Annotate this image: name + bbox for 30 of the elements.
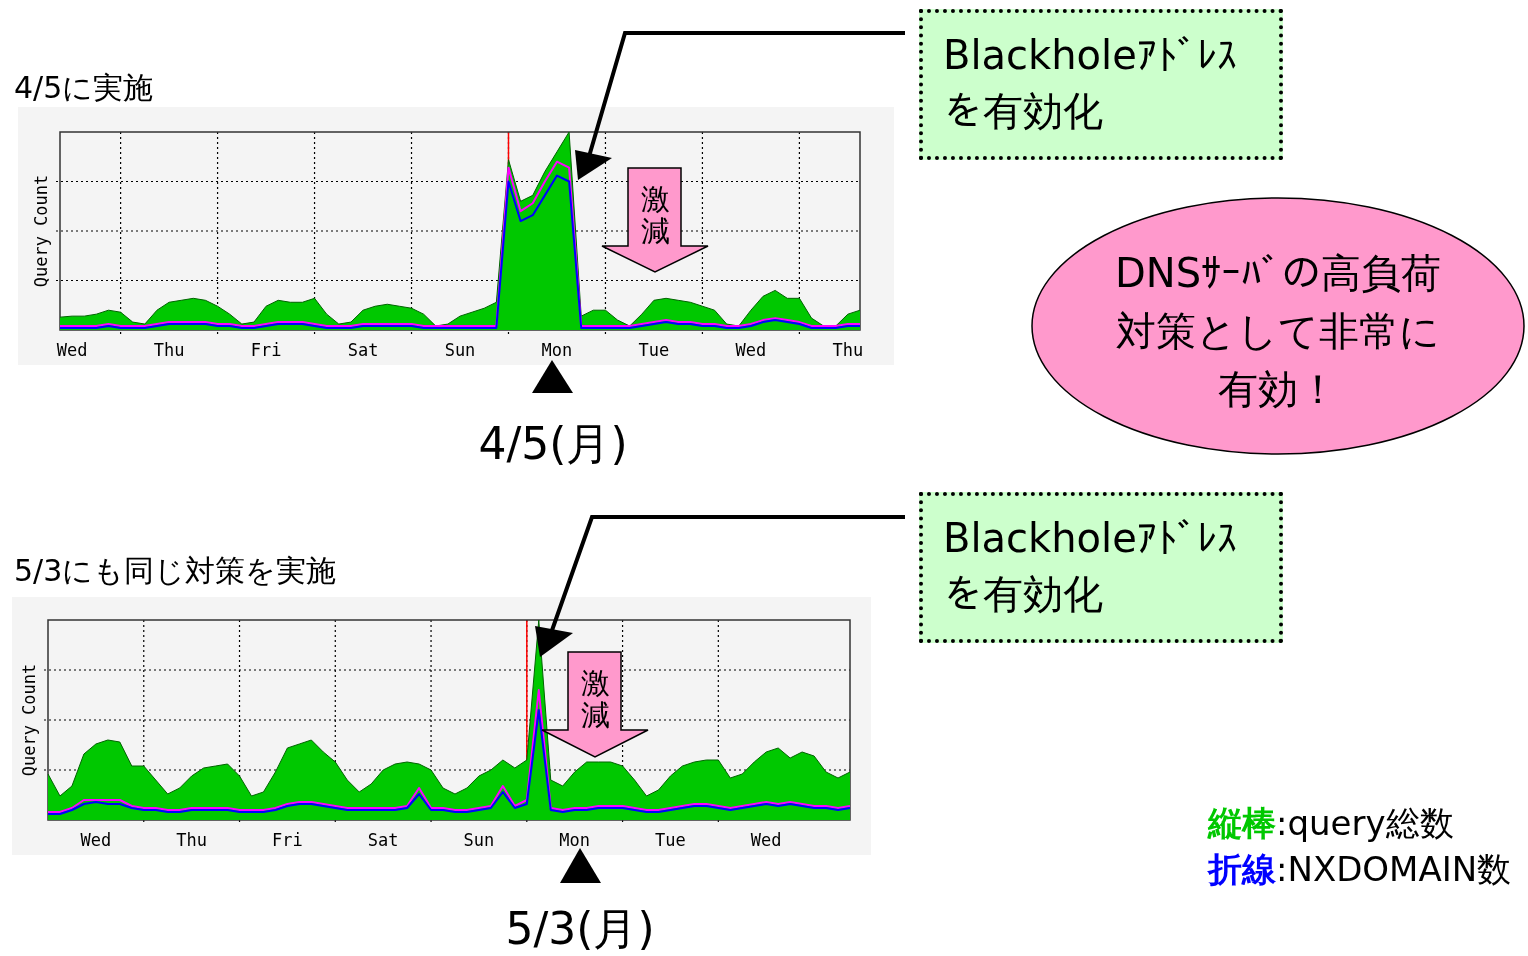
x-tick-label: Fri — [272, 829, 303, 850]
text: 縦棒:query総数 — [1208, 803, 1454, 843]
x-tick-label: Thu — [832, 339, 864, 360]
text: DNSｻｰﾊﾞの高負荷対策として非常に有効！ — [1113, 249, 1443, 414]
x-tick-label: Mon — [559, 829, 591, 850]
x-tick-label: Wed — [56, 339, 88, 360]
x-tick-label: Tue — [655, 829, 686, 850]
x-tick-label: Sat — [367, 829, 399, 850]
x-tick-label: Thu — [176, 829, 207, 850]
x-tick-label: Mon — [541, 339, 573, 360]
text: 折線:NXDOMAIN数 — [1208, 849, 1512, 889]
text: Blackholeｱﾄﾞﾚｽを有効化 — [919, 9, 1283, 160]
text: 4/5(月) — [478, 417, 628, 471]
y-axis-title: Query Count — [30, 174, 51, 288]
y-axis-title: Query Count — [18, 663, 39, 777]
text: Blackholeｱﾄﾞﾚｽを有効化 — [919, 492, 1283, 643]
text: 5/3(月) — [505, 902, 655, 956]
x-tick-label: Wed — [750, 829, 782, 850]
annotation: 激減 — [578, 666, 612, 732]
x-tick-label: Sun — [444, 339, 476, 360]
chart-title: 5/3にも同じ対策を実施 — [14, 552, 337, 590]
x-tick-label: Sat — [347, 339, 379, 360]
annotation: 激減 — [638, 182, 672, 248]
x-tick-label: Wed — [80, 829, 112, 850]
x-tick-label: Fri — [250, 339, 282, 360]
x-tick-label: Thu — [153, 339, 185, 360]
chart-title: 4/5に実施 — [14, 69, 154, 107]
x-tick-label: Sun — [463, 829, 495, 850]
x-tick-label: Wed — [735, 339, 767, 360]
x-tick-label: Tue — [638, 339, 670, 360]
